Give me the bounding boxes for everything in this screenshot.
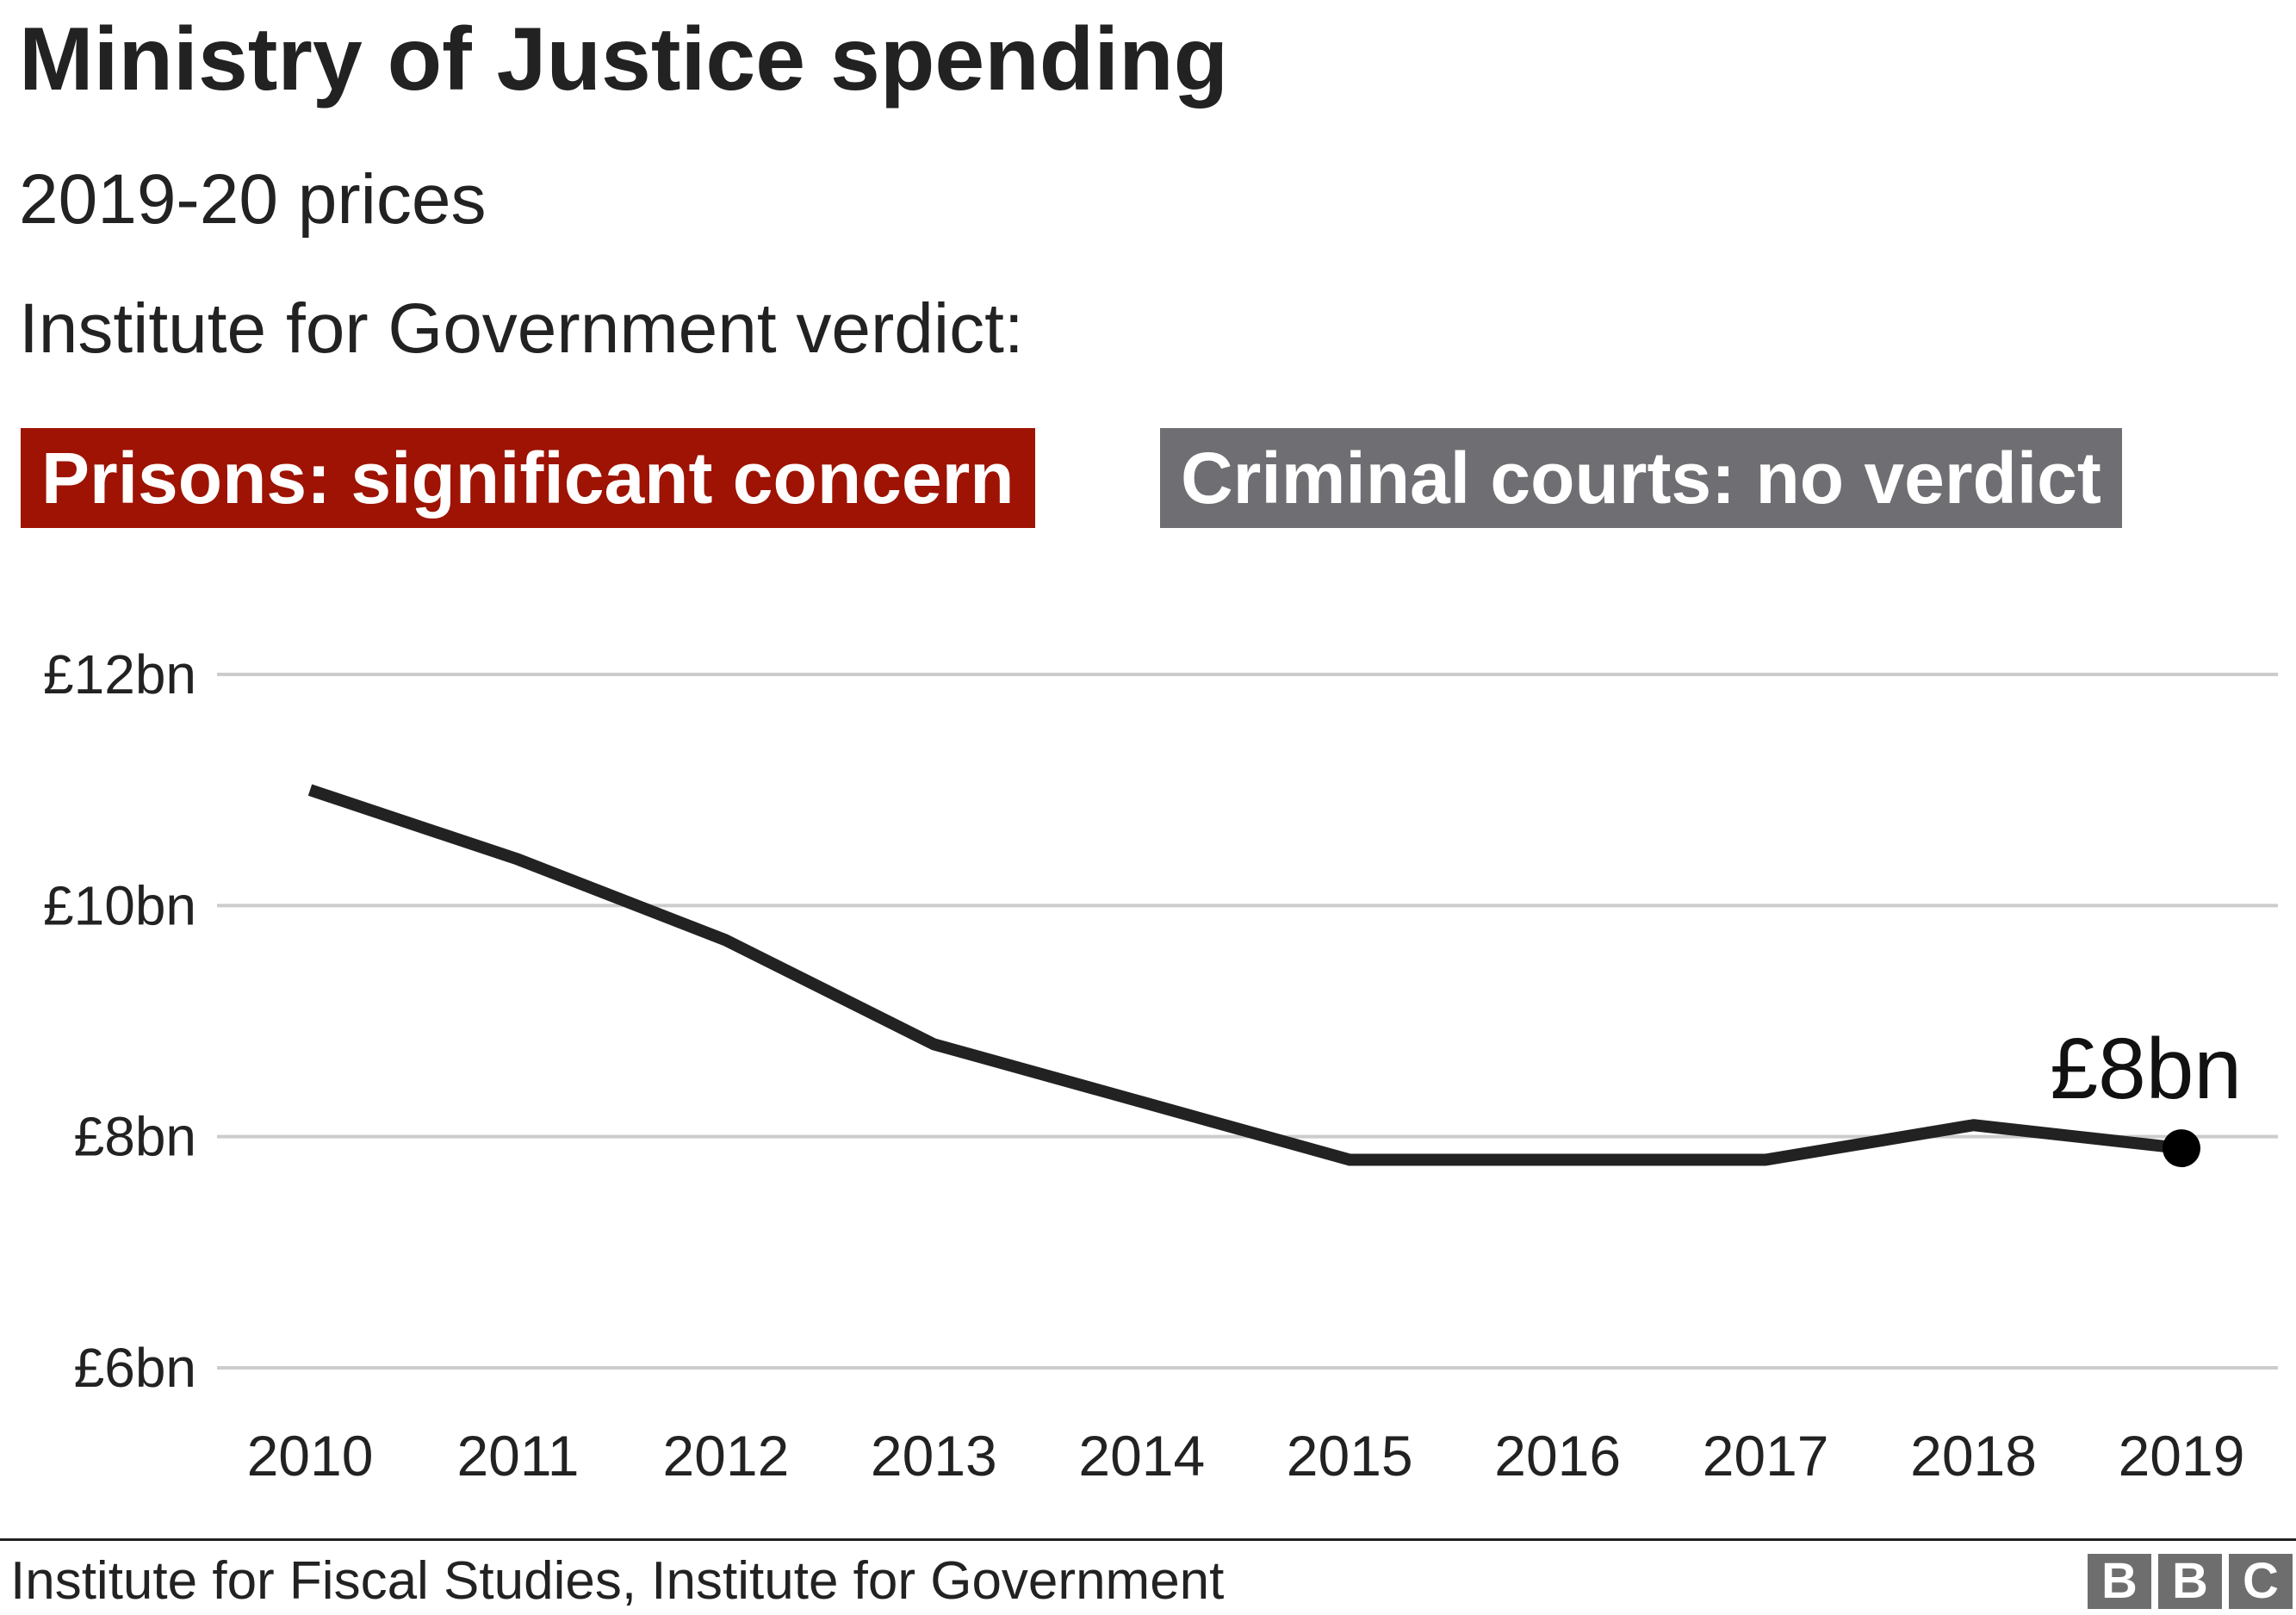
source-text: Institute for Fiscal Studies, Institute … <box>10 1551 1225 1611</box>
series-line <box>307 784 2182 1166</box>
chart-subtitle: 2019-20 prices <box>19 160 487 239</box>
x-tick-label: 2015 <box>1287 1424 1413 1488</box>
x-tick-label: 2019 <box>2119 1424 2245 1488</box>
chart-title: Ministry of Justice spending <box>19 9 1229 109</box>
verdict-label: Institute for Government verdict: <box>19 289 1024 368</box>
prisons-verdict-badge: Prisons: significant concern <box>21 428 1035 528</box>
x-tick-label: 2014 <box>1078 1424 1205 1488</box>
bbc-logo: B B C <box>2088 1554 2293 1609</box>
end-point-marker <box>2163 1129 2200 1168</box>
footer-divider <box>0 1538 2296 1541</box>
x-tick-label: 2016 <box>1494 1424 1621 1488</box>
x-tick-label: 2013 <box>871 1424 997 1488</box>
x-tick-label: 2010 <box>247 1424 374 1488</box>
bbc-logo-letter: B <box>2088 1554 2151 1609</box>
y-tick-label: £10bn <box>43 874 196 936</box>
y-tick-label: £12bn <box>43 643 196 705</box>
x-tick-label: 2012 <box>662 1424 789 1488</box>
y-tick-label: £8bn <box>74 1106 196 1168</box>
courts-verdict-badge: Criminal courts: no verdict <box>1160 428 2122 528</box>
bbc-logo-letter: C <box>2229 1554 2293 1609</box>
x-tick-label: 2017 <box>1703 1424 1829 1488</box>
x-tick-label: 2011 <box>456 1424 579 1488</box>
bbc-logo-letter: B <box>2158 1554 2222 1609</box>
y-tick-label: £6bn <box>74 1337 196 1399</box>
line-chart: £6bn £8bn £10bn £12bn 2010 2011 2012 2013 2014 20… <box>43 643 2278 1488</box>
end-value-label: £8bn <box>2051 1021 2242 1117</box>
x-tick-label: 2018 <box>1910 1424 2037 1488</box>
